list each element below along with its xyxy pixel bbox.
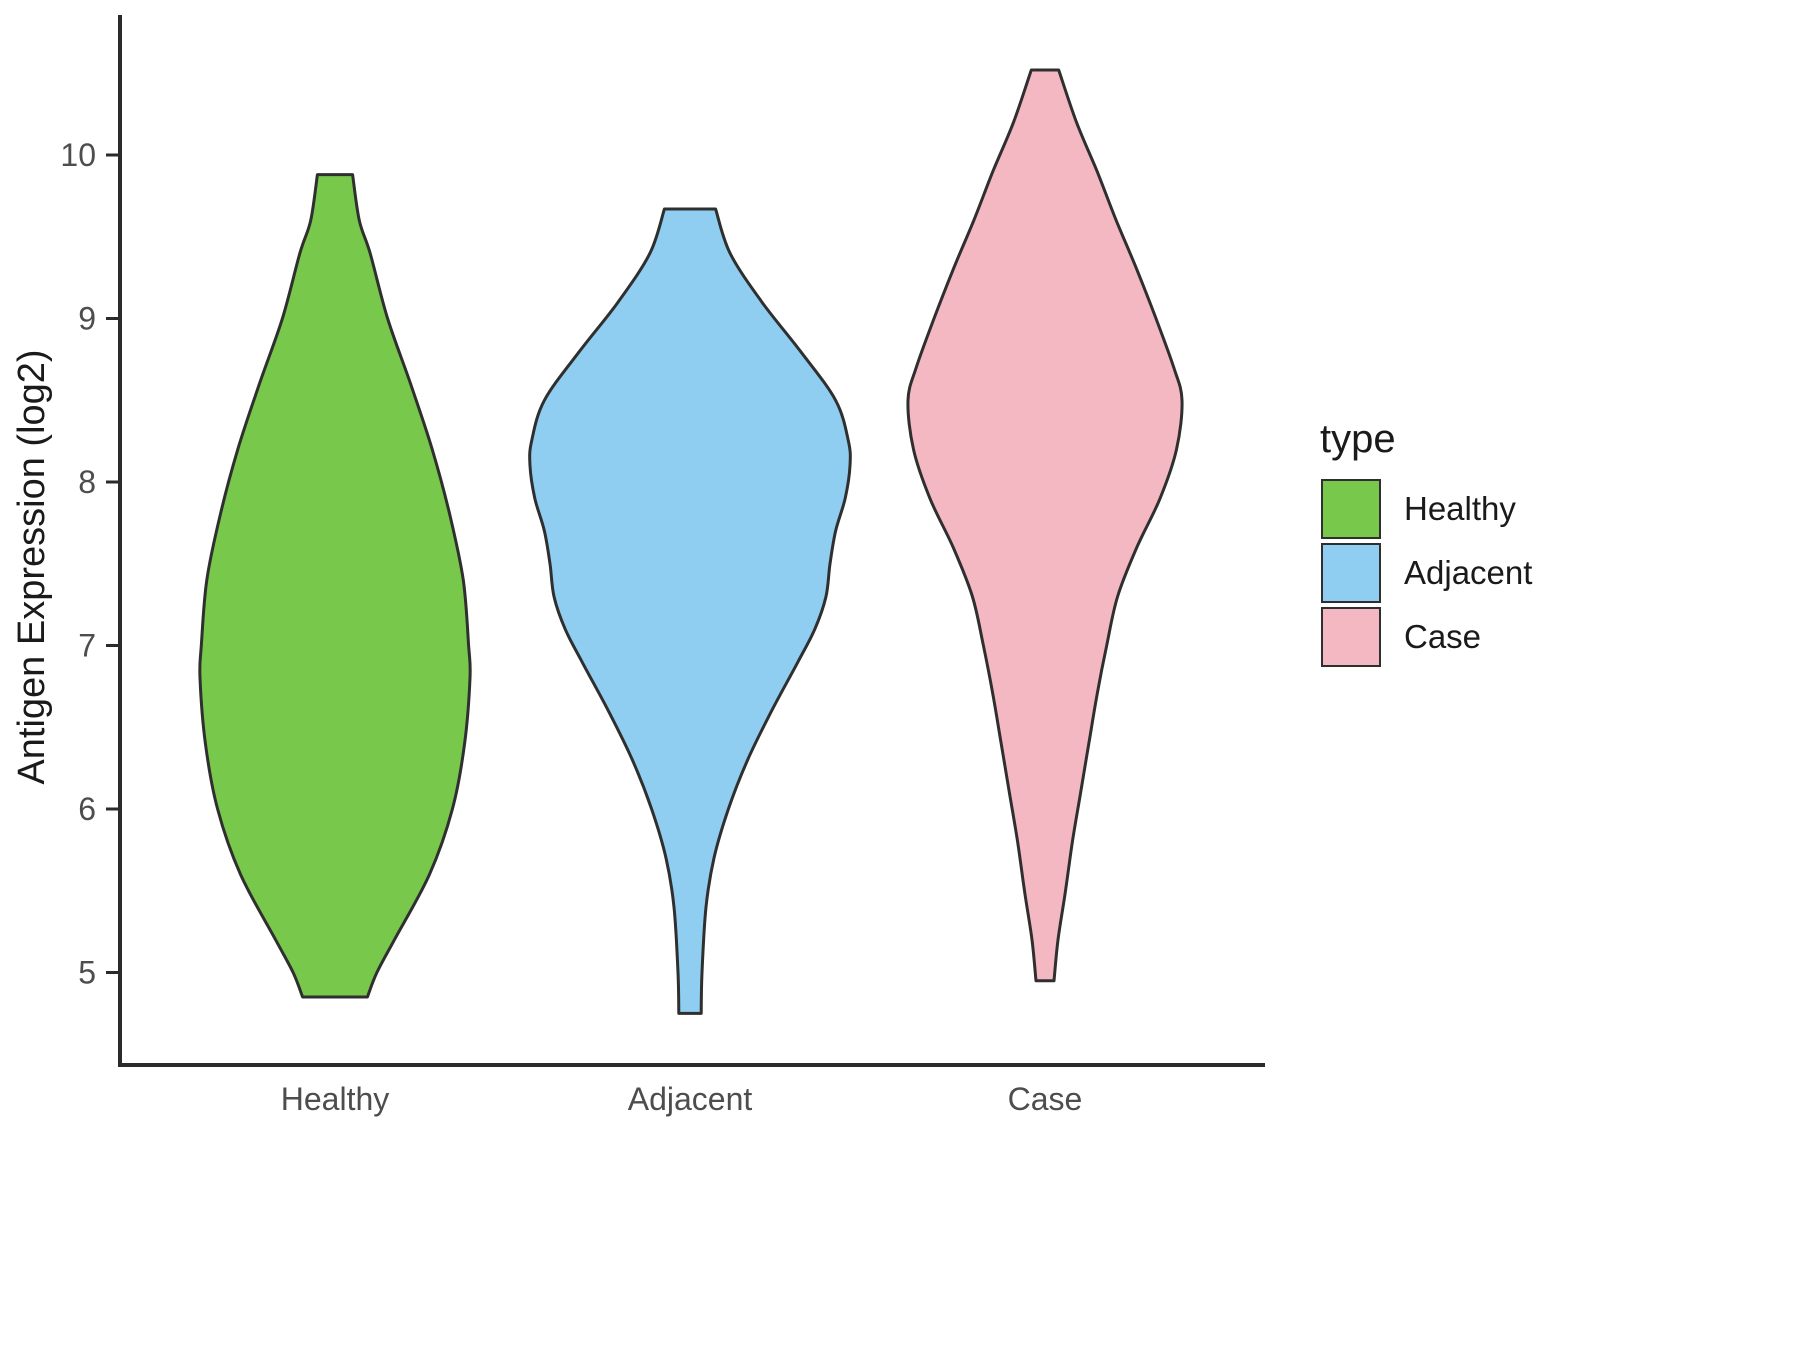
legend-swatch-adjacent — [1321, 543, 1381, 603]
y-tick-label: 6 — [78, 791, 96, 827]
y-tick-label: 5 — [78, 955, 96, 991]
violin-adjacent — [528, 207, 852, 1015]
x-category-label-adjacent: Adjacent — [628, 1081, 753, 1117]
legend-title: type — [1320, 417, 1396, 461]
y-tick-label: 10 — [60, 137, 96, 173]
x-category-labels-group: Healthy Adjacent Case — [281, 1081, 1083, 1117]
y-tick-label: 7 — [78, 628, 96, 664]
y-tick-labels-group: 5 6 7 8 9 10 — [60, 137, 120, 991]
violin-healthy — [198, 173, 472, 999]
x-category-label-healthy: Healthy — [281, 1081, 390, 1117]
legend-swatch-healthy — [1321, 479, 1381, 539]
axes-group — [118, 15, 1265, 1067]
legend: type Healthy Adjacent Case — [1320, 417, 1532, 667]
violin-case — [906, 68, 1184, 983]
legend-label-healthy: Healthy — [1404, 490, 1516, 527]
y-axis-title: Antigen Expression (log2) — [11, 349, 53, 784]
legend-label-adjacent: Adjacent — [1404, 554, 1532, 591]
y-tick-label: 9 — [78, 301, 96, 337]
y-tick-label: 8 — [78, 464, 96, 500]
x-category-label-case: Case — [1008, 1081, 1083, 1117]
legend-swatch-case — [1321, 607, 1381, 667]
legend-label-case: Case — [1404, 618, 1481, 655]
legend-entries-group: Healthy Adjacent Case — [1321, 479, 1532, 667]
violins-group — [198, 68, 1184, 1015]
